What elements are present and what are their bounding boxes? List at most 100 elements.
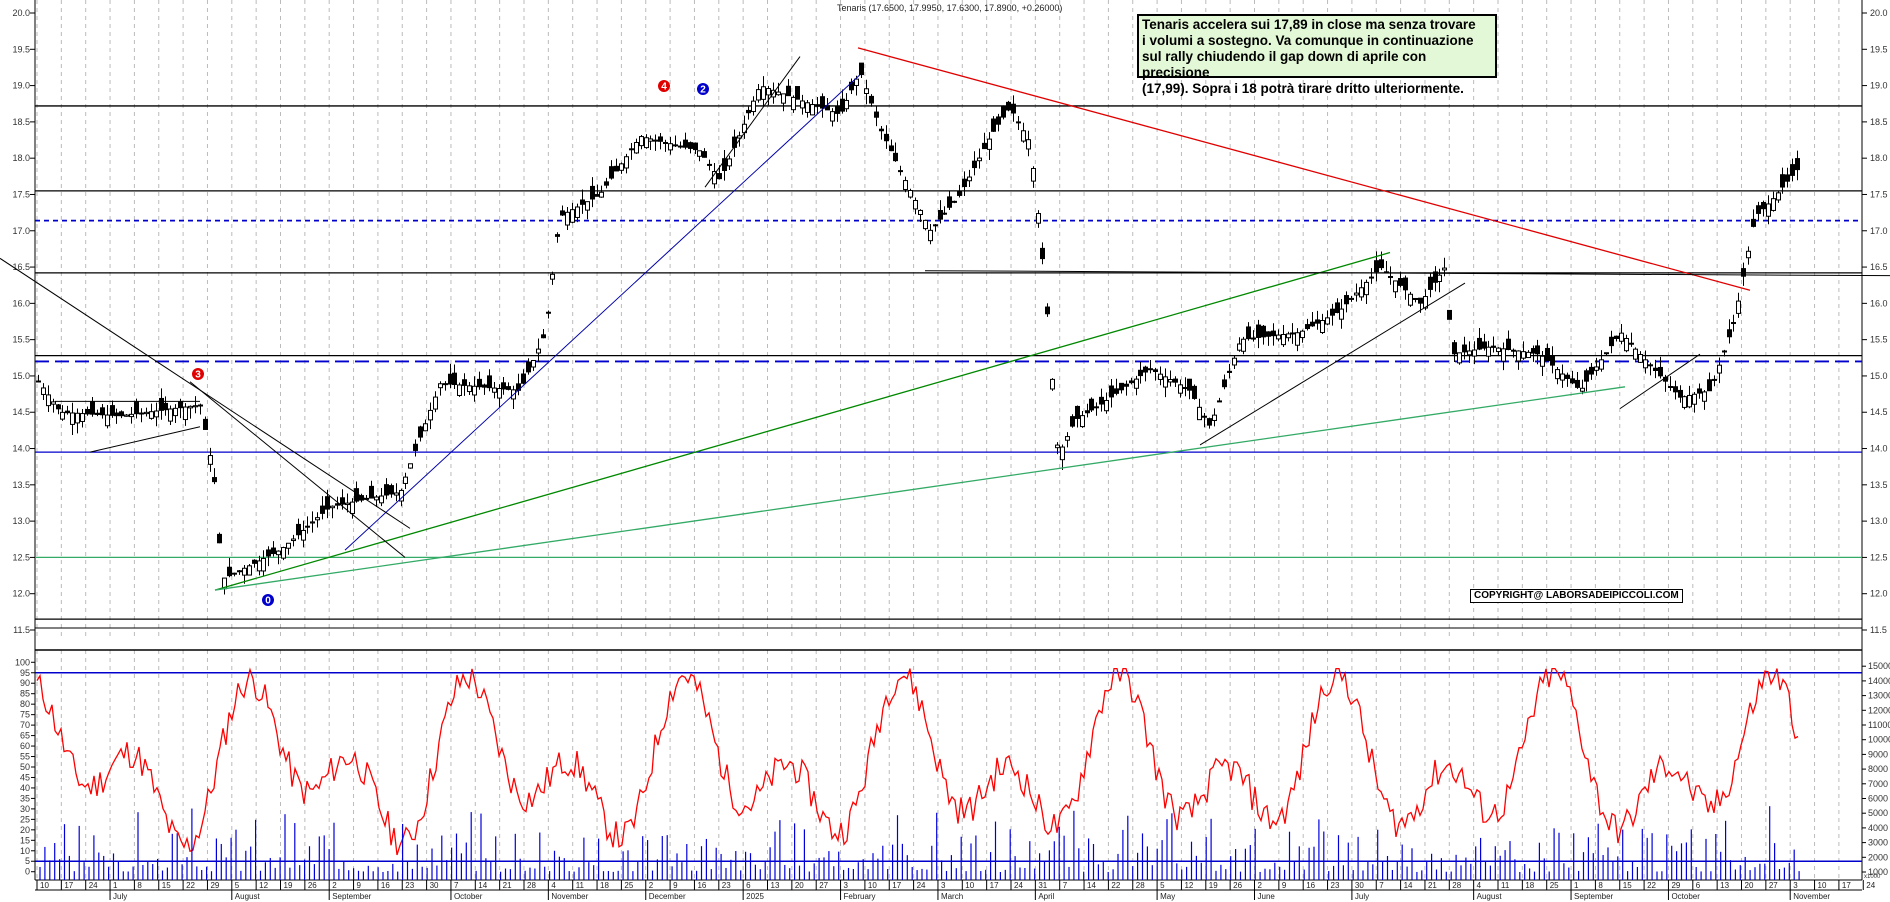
- svg-text:17: 17: [990, 881, 999, 890]
- svg-text:65: 65: [20, 731, 30, 741]
- svg-text:17: 17: [1842, 881, 1851, 890]
- svg-text:85: 85: [20, 689, 30, 699]
- svg-text:October: October: [1671, 892, 1700, 901]
- svg-text:24: 24: [1866, 881, 1875, 890]
- svg-text:15.5: 15.5: [12, 335, 30, 345]
- svg-text:75: 75: [20, 710, 30, 720]
- svg-text:2000: 2000: [1868, 852, 1888, 862]
- svg-text:45: 45: [20, 772, 30, 782]
- svg-text:16.0: 16.0: [1870, 298, 1888, 308]
- svg-text:14.5: 14.5: [12, 407, 30, 417]
- svg-text:2: 2: [1258, 881, 1263, 890]
- svg-text:April: April: [1038, 892, 1054, 901]
- svg-text:November: November: [1793, 892, 1830, 901]
- svg-text:26: 26: [1233, 881, 1242, 890]
- svg-text:12.5: 12.5: [12, 552, 30, 562]
- svg-text:15: 15: [162, 881, 171, 890]
- svg-text:August: August: [235, 892, 261, 901]
- svg-text:0: 0: [25, 867, 30, 877]
- svg-text:13: 13: [771, 881, 780, 890]
- svg-text:80: 80: [20, 699, 30, 709]
- svg-text:7: 7: [1379, 881, 1384, 890]
- note-line: (17,99). Sopra i 18 potrà tirare dritto …: [1142, 81, 1464, 96]
- svg-text:16: 16: [697, 881, 706, 890]
- svg-text:26: 26: [308, 881, 317, 890]
- svg-text:7: 7: [454, 881, 459, 890]
- svg-text:28: 28: [1452, 881, 1461, 890]
- svg-text:20: 20: [1745, 881, 1754, 890]
- svg-text:15.0: 15.0: [1870, 371, 1888, 381]
- svg-text:15000: 15000: [1868, 661, 1890, 671]
- svg-text:July: July: [1355, 892, 1369, 901]
- svg-text:8000: 8000: [1868, 764, 1888, 774]
- copyright-label: COPYRIGHT@ LABORSADEIPICCOLI.COM: [1470, 589, 1683, 603]
- svg-text:17.0: 17.0: [1870, 226, 1888, 236]
- svg-text:18: 18: [1525, 881, 1534, 890]
- svg-text:20: 20: [795, 881, 804, 890]
- svg-text:October: October: [454, 892, 483, 901]
- svg-text:17.5: 17.5: [12, 189, 30, 199]
- svg-text:14.0: 14.0: [1870, 444, 1888, 454]
- svg-text:8: 8: [1598, 881, 1603, 890]
- svg-text:19.5: 19.5: [1870, 44, 1888, 54]
- svg-text:6: 6: [1696, 881, 1701, 890]
- svg-text:20: 20: [20, 825, 30, 835]
- svg-text:24: 24: [917, 881, 926, 890]
- svg-text:13: 13: [1720, 881, 1729, 890]
- svg-text:14000: 14000: [1868, 676, 1890, 686]
- svg-text:11: 11: [576, 881, 585, 890]
- svg-text:12.0: 12.0: [12, 589, 30, 599]
- svg-text:4000: 4000: [1868, 823, 1888, 833]
- svg-text:10: 10: [1818, 881, 1827, 890]
- chart-title: Tenaris (17.6500, 17.9950, 17.6300, 17.8…: [837, 3, 1063, 13]
- candles: [36, 62, 1800, 595]
- svg-text:3: 3: [844, 881, 849, 890]
- svg-text:16: 16: [381, 881, 390, 890]
- svg-text:22: 22: [1647, 881, 1656, 890]
- svg-text:12.0: 12.0: [1870, 589, 1888, 599]
- svg-text:1: 1: [1574, 881, 1579, 890]
- svg-text:4: 4: [661, 82, 667, 93]
- svg-text:June: June: [1258, 892, 1276, 901]
- svg-text:5: 5: [25, 856, 30, 866]
- svg-text:3: 3: [941, 881, 946, 890]
- svg-text:27: 27: [819, 881, 828, 890]
- svg-text:13.5: 13.5: [1870, 480, 1888, 490]
- svg-text:13000: 13000: [1868, 691, 1890, 701]
- svg-text:90: 90: [20, 678, 30, 688]
- svg-text:9: 9: [673, 881, 678, 890]
- svg-text:20.0: 20.0: [1870, 8, 1888, 18]
- svg-text:28: 28: [1136, 881, 1145, 890]
- svg-text:3: 3: [195, 370, 201, 381]
- svg-text:23: 23: [405, 881, 414, 890]
- svg-text:14.0: 14.0: [12, 444, 30, 454]
- svg-text:7000: 7000: [1868, 779, 1888, 789]
- svg-text:July: July: [113, 892, 127, 901]
- svg-text:27: 27: [1769, 881, 1778, 890]
- svg-text:70: 70: [20, 720, 30, 730]
- svg-text:30: 30: [1355, 881, 1364, 890]
- svg-text:2: 2: [332, 881, 337, 890]
- svg-text:5: 5: [235, 881, 240, 890]
- svg-text:28: 28: [527, 881, 536, 890]
- svg-text:30: 30: [20, 804, 30, 814]
- svg-text:17: 17: [892, 881, 901, 890]
- svg-text:25: 25: [1550, 881, 1559, 890]
- svg-text:August: August: [1477, 892, 1503, 901]
- svg-text:5: 5: [1160, 881, 1165, 890]
- svg-text:21: 21: [503, 881, 512, 890]
- svg-text:September: September: [1574, 892, 1613, 901]
- svg-text:14: 14: [478, 881, 487, 890]
- svg-text:1000: 1000: [1868, 867, 1888, 877]
- note-line: sul rally chiudendo il gap down di april…: [1142, 49, 1427, 80]
- svg-text:22: 22: [186, 881, 195, 890]
- svg-text:18.0: 18.0: [12, 153, 30, 163]
- svg-text:2025: 2025: [746, 892, 764, 901]
- svg-text:13.0: 13.0: [12, 516, 30, 526]
- svg-text:10: 10: [40, 881, 49, 890]
- svg-text:11: 11: [1501, 881, 1510, 890]
- svg-text:31: 31: [1038, 881, 1047, 890]
- svg-text:23: 23: [722, 881, 731, 890]
- svg-text:30: 30: [430, 881, 439, 890]
